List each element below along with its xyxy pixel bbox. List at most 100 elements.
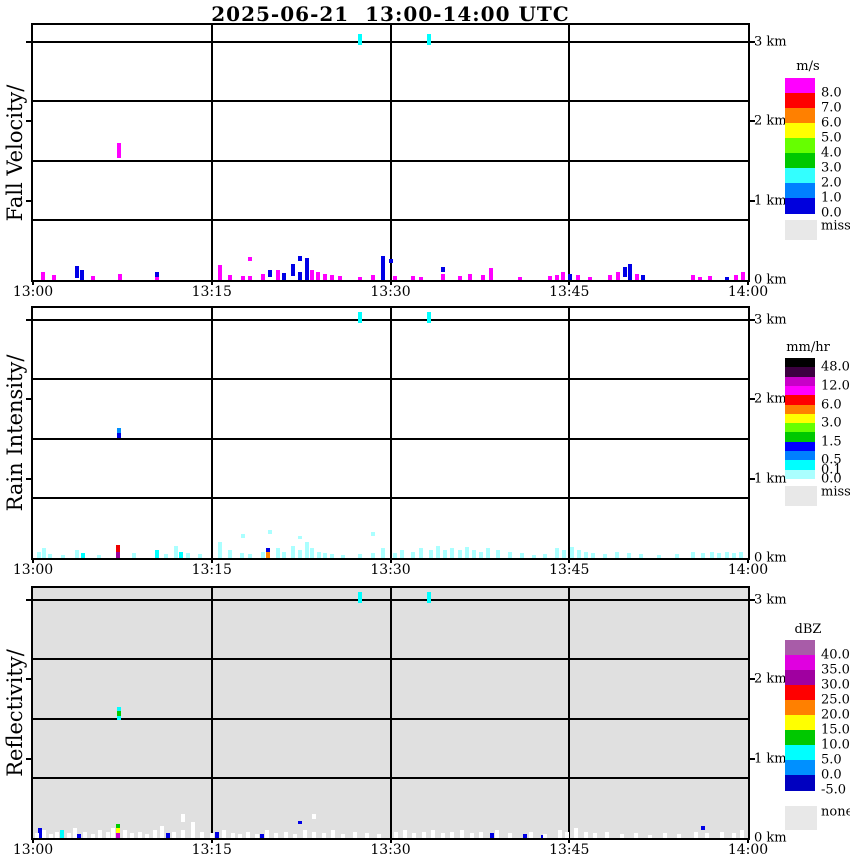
gridline-vertical bbox=[210, 25, 213, 280]
data-mark bbox=[115, 545, 120, 552]
data-mark bbox=[164, 554, 169, 558]
data-mark bbox=[274, 833, 279, 838]
data-mark bbox=[122, 830, 127, 838]
data-mark bbox=[364, 833, 369, 838]
data-mark bbox=[705, 833, 710, 838]
data-mark bbox=[218, 264, 223, 280]
colorbar-segment bbox=[785, 745, 815, 761]
data-mark bbox=[488, 268, 493, 280]
panel-rain-intensity bbox=[31, 306, 750, 560]
colorbar-unit-label: m/s bbox=[796, 59, 820, 74]
data-mark bbox=[247, 256, 252, 261]
data-mark bbox=[260, 274, 265, 280]
data-mark bbox=[322, 273, 327, 280]
km-tick-label: 2 km bbox=[754, 391, 787, 407]
time-tick-label: 13:45 bbox=[549, 562, 590, 578]
data-mark bbox=[330, 554, 335, 558]
colorbar-segment bbox=[785, 78, 815, 94]
data-mark bbox=[421, 831, 426, 838]
data-mark bbox=[450, 548, 455, 558]
data-mark bbox=[265, 548, 270, 553]
data-mark bbox=[698, 276, 703, 280]
axis-tick bbox=[32, 282, 34, 285]
data-mark bbox=[583, 831, 588, 838]
data-mark bbox=[376, 834, 381, 838]
colorbar-segment bbox=[785, 138, 815, 154]
km-tick-label: 1 km bbox=[754, 471, 787, 486]
data-mark bbox=[402, 830, 407, 838]
data-mark bbox=[83, 831, 88, 838]
data-mark bbox=[400, 550, 405, 558]
data-mark bbox=[260, 551, 265, 558]
data-mark bbox=[178, 551, 183, 558]
data-mark bbox=[419, 548, 424, 558]
colorbar-segment bbox=[785, 715, 815, 731]
colorbar-segment bbox=[785, 183, 815, 199]
data-mark bbox=[60, 554, 65, 558]
colorbar-miss-label: miss bbox=[821, 484, 850, 500]
axis-tick bbox=[750, 199, 755, 202]
axis-tick bbox=[26, 477, 31, 480]
data-mark bbox=[115, 828, 120, 834]
colorbar-tick-label: 8.0 bbox=[821, 85, 842, 101]
data-mark bbox=[75, 265, 80, 279]
time-tick-label: 14:00 bbox=[727, 284, 769, 300]
data-mark bbox=[227, 550, 232, 558]
gridline-vertical bbox=[389, 308, 392, 558]
data-mark bbox=[305, 257, 310, 280]
colorbar-tick-label: 3.0 bbox=[821, 415, 842, 431]
data-mark bbox=[691, 551, 696, 558]
data-mark bbox=[357, 276, 362, 280]
data-mark bbox=[116, 715, 121, 721]
data-mark bbox=[481, 275, 486, 280]
data-mark bbox=[268, 269, 273, 277]
panel-fall-velocity bbox=[31, 23, 750, 282]
data-mark bbox=[381, 256, 386, 280]
data-mark bbox=[564, 831, 569, 838]
colorbar-unit-label: dBZ bbox=[794, 622, 822, 637]
colorbar-segment bbox=[785, 441, 815, 452]
time-tick-label: 13:30 bbox=[370, 562, 411, 578]
data-mark bbox=[623, 267, 628, 277]
data-mark bbox=[240, 276, 245, 280]
data-mark bbox=[388, 258, 393, 263]
data-mark bbox=[531, 554, 536, 558]
axis-tick bbox=[389, 840, 392, 843]
data-mark bbox=[638, 554, 643, 558]
axis-tick bbox=[26, 678, 31, 680]
colorbar-segment bbox=[785, 404, 815, 415]
data-mark bbox=[239, 553, 244, 558]
data-mark bbox=[247, 554, 252, 558]
data-mark bbox=[555, 548, 560, 558]
data-mark bbox=[259, 834, 264, 838]
axis-tick bbox=[747, 560, 749, 563]
axis-tick bbox=[747, 282, 749, 285]
data-mark bbox=[357, 591, 362, 604]
data-mark bbox=[181, 830, 186, 838]
data-mark bbox=[245, 831, 250, 838]
colorbar-segment bbox=[785, 168, 815, 184]
data-mark bbox=[312, 814, 317, 819]
data-mark bbox=[129, 833, 134, 838]
data-mark bbox=[106, 832, 111, 838]
data-mark bbox=[240, 534, 245, 539]
data-mark bbox=[309, 269, 314, 280]
data-mark bbox=[312, 831, 317, 838]
km-tick-label: 1 km bbox=[754, 751, 787, 766]
gridline-vertical bbox=[210, 308, 213, 558]
time-tick-label: 13:00 bbox=[12, 562, 54, 578]
data-mark bbox=[52, 275, 57, 280]
km-tick-label: 0 km bbox=[754, 272, 787, 288]
km-tick-label: 3 km bbox=[754, 34, 787, 49]
colorbar-segment bbox=[785, 376, 815, 387]
data-mark bbox=[200, 831, 205, 838]
data-mark bbox=[290, 264, 295, 277]
data-mark bbox=[541, 834, 546, 838]
data-mark bbox=[555, 275, 560, 280]
data-mark bbox=[468, 273, 473, 280]
time-tick-label: 13:45 bbox=[549, 842, 590, 858]
data-mark bbox=[255, 834, 260, 838]
gridline-vertical bbox=[389, 25, 392, 280]
data-mark bbox=[543, 554, 548, 558]
data-mark bbox=[693, 831, 698, 838]
